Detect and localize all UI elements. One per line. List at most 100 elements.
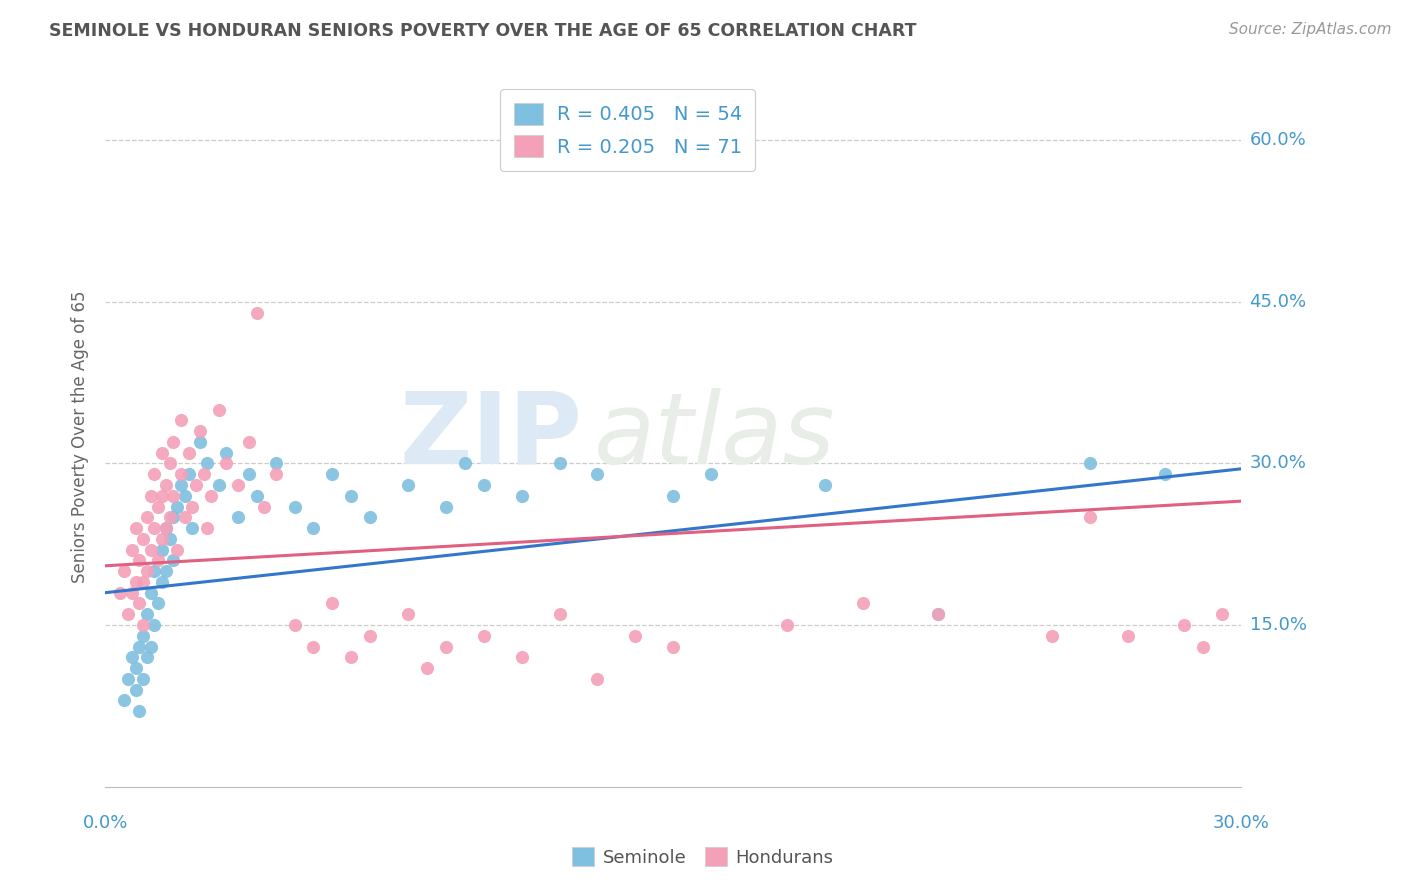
- Text: 45.0%: 45.0%: [1250, 293, 1306, 310]
- Point: [159, 510, 181, 524]
- Point: [150, 542, 173, 557]
- Point: [359, 629, 381, 643]
- Point: [124, 682, 146, 697]
- Point: [416, 661, 439, 675]
- Point: [177, 467, 200, 482]
- Legend: R = 0.405   N = 54, R = 0.205   N = 71: R = 0.405 N = 54, R = 0.205 N = 71: [501, 89, 755, 171]
- Point: [117, 672, 139, 686]
- Point: [132, 618, 155, 632]
- Point: [166, 500, 188, 514]
- Point: [132, 672, 155, 686]
- Text: 0.0%: 0.0%: [83, 814, 128, 832]
- Point: [162, 553, 184, 567]
- Point: [143, 521, 166, 535]
- Point: [170, 478, 193, 492]
- Text: 15.0%: 15.0%: [1250, 616, 1306, 634]
- Text: 30.0%: 30.0%: [1213, 814, 1270, 832]
- Point: [121, 650, 143, 665]
- Point: [128, 640, 150, 654]
- Point: [586, 672, 609, 686]
- Point: [238, 434, 260, 449]
- Point: [340, 650, 363, 665]
- Point: [510, 489, 533, 503]
- Point: [139, 489, 162, 503]
- Point: [700, 467, 723, 482]
- Point: [155, 521, 177, 535]
- Point: [359, 510, 381, 524]
- Point: [238, 467, 260, 482]
- Point: [170, 467, 193, 482]
- Point: [124, 521, 146, 535]
- Text: SEMINOLE VS HONDURAN SENIORS POVERTY OVER THE AGE OF 65 CORRELATION CHART: SEMINOLE VS HONDURAN SENIORS POVERTY OVE…: [49, 22, 917, 40]
- Point: [132, 574, 155, 589]
- Point: [548, 457, 571, 471]
- Point: [132, 629, 155, 643]
- Text: atlas: atlas: [593, 388, 835, 485]
- Point: [624, 629, 647, 643]
- Point: [472, 478, 495, 492]
- Point: [434, 640, 457, 654]
- Point: [124, 574, 146, 589]
- Point: [454, 457, 477, 471]
- Point: [173, 489, 195, 503]
- Point: [246, 489, 269, 503]
- Text: 30.0%: 30.0%: [1250, 454, 1306, 473]
- Point: [135, 607, 157, 622]
- Point: [226, 478, 249, 492]
- Point: [814, 478, 837, 492]
- Point: [135, 564, 157, 578]
- Point: [283, 618, 305, 632]
- Point: [208, 478, 231, 492]
- Point: [510, 650, 533, 665]
- Point: [121, 542, 143, 557]
- Point: [302, 640, 325, 654]
- Point: [181, 500, 204, 514]
- Point: [226, 510, 249, 524]
- Text: ZIP: ZIP: [399, 388, 582, 485]
- Text: 60.0%: 60.0%: [1250, 131, 1306, 149]
- Point: [110, 585, 132, 599]
- Point: [112, 564, 135, 578]
- Point: [139, 585, 162, 599]
- Point: [150, 532, 173, 546]
- Point: [927, 607, 949, 622]
- Point: [197, 457, 219, 471]
- Point: [170, 413, 193, 427]
- Point: [148, 597, 170, 611]
- Y-axis label: Seniors Poverty Over the Age of 65: Seniors Poverty Over the Age of 65: [72, 290, 89, 582]
- Point: [1192, 640, 1215, 654]
- Point: [162, 434, 184, 449]
- Point: [253, 500, 276, 514]
- Point: [159, 457, 181, 471]
- Point: [143, 618, 166, 632]
- Point: [188, 424, 211, 438]
- Point: [139, 542, 162, 557]
- Point: [135, 510, 157, 524]
- Point: [434, 500, 457, 514]
- Point: [700, 133, 723, 147]
- Point: [662, 489, 685, 503]
- Point: [200, 489, 222, 503]
- Point: [321, 467, 343, 482]
- Point: [1078, 510, 1101, 524]
- Point: [776, 618, 799, 632]
- Point: [117, 607, 139, 622]
- Point: [1173, 618, 1195, 632]
- Point: [128, 597, 150, 611]
- Point: [396, 607, 419, 622]
- Point: [173, 510, 195, 524]
- Point: [264, 457, 287, 471]
- Point: [128, 553, 150, 567]
- Point: [396, 478, 419, 492]
- Point: [155, 478, 177, 492]
- Point: [128, 704, 150, 718]
- Point: [150, 489, 173, 503]
- Point: [472, 629, 495, 643]
- Point: [851, 597, 873, 611]
- Point: [215, 445, 238, 459]
- Point: [181, 521, 204, 535]
- Point: [586, 467, 609, 482]
- Legend: Seminole, Hondurans: Seminole, Hondurans: [565, 840, 841, 874]
- Point: [208, 402, 231, 417]
- Point: [193, 467, 215, 482]
